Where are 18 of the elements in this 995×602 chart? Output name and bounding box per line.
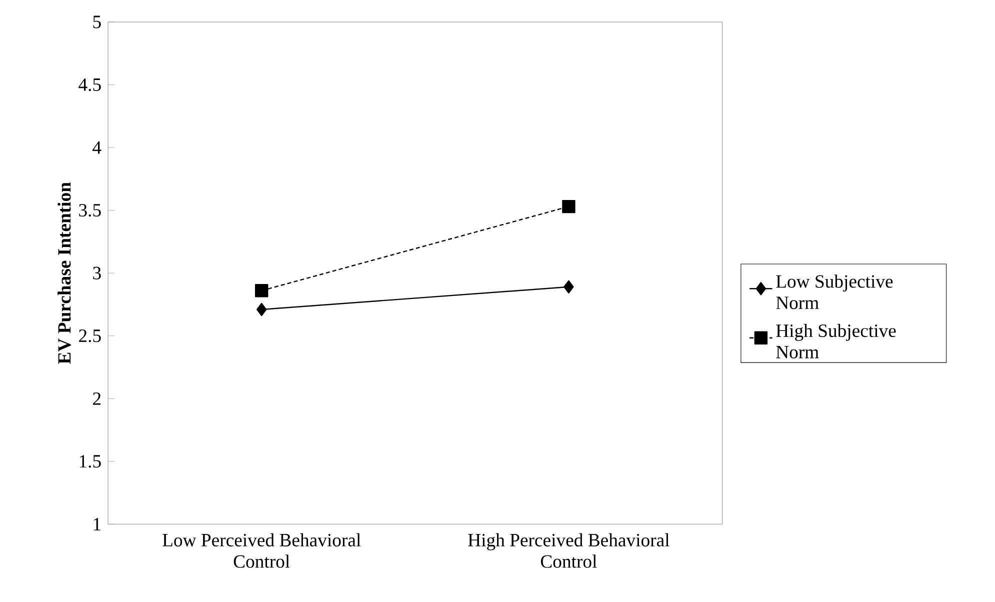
point <box>562 200 576 214</box>
y-tick-label: 3.5 <box>79 204 101 217</box>
y-axis-title: EV Purchase Intention <box>58 182 71 364</box>
y-tick-label: 4 <box>92 141 102 154</box>
y-tick-label: 1.5 <box>80 454 101 468</box>
legend-label: High Subjective Norm <box>776 324 896 358</box>
point <box>254 284 268 298</box>
legend-label: Low Subjective Norm <box>776 274 893 310</box>
y-tick-label: 1 <box>94 518 100 530</box>
point <box>256 302 267 316</box>
x-tick-label: High Perceived Behavioral Control <box>468 533 670 568</box>
point <box>564 280 574 294</box>
y-tick-label: 3 <box>93 266 101 280</box>
y-tick-label: 2.5 <box>79 329 101 342</box>
y-tick-label: 2 <box>93 392 101 405</box>
y-tick-label: 5 <box>93 16 101 28</box>
x-tick-label: Low Perceived Behavioral Control <box>162 533 361 568</box>
y-tick-label: 4.5 <box>78 78 101 91</box>
